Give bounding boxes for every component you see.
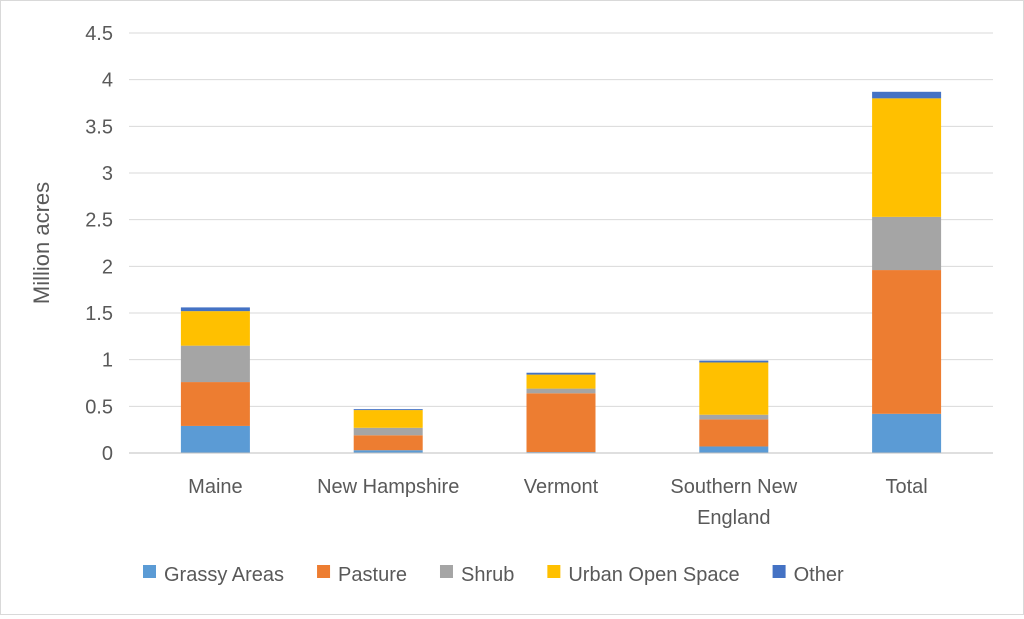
x-category-label: Maine: [188, 476, 242, 498]
bar-segment-urban-open-space: [526, 374, 596, 389]
bars: [180, 91, 942, 453]
x-category-label: England: [697, 507, 770, 529]
bar-segment-other: [872, 91, 942, 99]
bar-segment-shrub: [872, 216, 942, 271]
bar-segment-urban-open-space: [353, 410, 423, 428]
legend-swatch: [772, 565, 786, 578]
bar-segment-other: [526, 372, 596, 375]
bar-segment-pasture: [872, 270, 942, 414]
x-category-label: New Hampshire: [317, 476, 459, 498]
bar-segment-urban-open-space: [699, 362, 769, 415]
y-tick-label: 2.5: [85, 210, 113, 232]
bar-segment-pasture: [180, 382, 250, 426]
bar-segment-shrub: [699, 414, 769, 420]
bar-segment-urban-open-space: [872, 98, 942, 217]
gridlines: [129, 32, 993, 407]
y-tick-label: 4: [102, 70, 113, 92]
bar-segment-urban-open-space: [180, 311, 250, 346]
y-tick-label: 3.5: [85, 116, 113, 138]
x-category-label: Total: [885, 476, 927, 498]
y-tick-label: 1.5: [85, 303, 113, 325]
bar-segment-other: [699, 360, 769, 363]
x-axis-categories: Maine New Hampshire Vermont Southern New Eng…: [188, 476, 928, 529]
legend-swatch: [143, 565, 156, 578]
y-tick-label: 0.5: [85, 396, 113, 418]
x-category-label: Vermont: [524, 476, 599, 498]
bar-segment-other: [180, 307, 250, 312]
y-axis-label: Million acres: [29, 182, 54, 304]
legend-swatch: [439, 565, 453, 578]
y-tick-label: 3: [102, 163, 113, 185]
legend-label: Shrub: [461, 564, 514, 586]
legend-label: Urban Open Space: [568, 564, 739, 586]
x-category-label: Southern New: [670, 476, 797, 498]
bar-segment-pasture: [353, 435, 423, 451]
bar-segment-shrub: [180, 345, 250, 383]
legend-swatch: [317, 565, 331, 578]
bar-segment-other: [353, 409, 423, 411]
y-tick-label: 4.5: [85, 23, 113, 45]
legend-label: Grassy Areas: [164, 564, 284, 586]
bar-segment-grassy-areas: [872, 413, 942, 453]
bar-segment-grassy-areas: [180, 425, 250, 453]
legend-swatch: [547, 565, 561, 578]
legend-label: Pasture: [338, 564, 407, 586]
y-tick-label: 0: [102, 443, 113, 465]
bar-segment-shrub: [353, 427, 423, 436]
legend-label: Other: [794, 564, 844, 586]
legend: Grassy Areas Pasture Shrub Urban Open Space…: [143, 564, 844, 586]
bar-segment-pasture: [526, 393, 596, 453]
bar-segment-pasture: [699, 419, 769, 447]
bar-segment-grassy-areas: [353, 450, 423, 453]
y-tick-label: 1: [102, 350, 113, 372]
y-tick-label: 2: [102, 256, 113, 278]
bar-segment-shrub: [526, 388, 596, 394]
bar-segment-grassy-areas: [699, 446, 769, 453]
y-axis-ticks: 0 0.5 1 1.5 2 2.5 3 3.5 4 4.5: [85, 23, 113, 465]
